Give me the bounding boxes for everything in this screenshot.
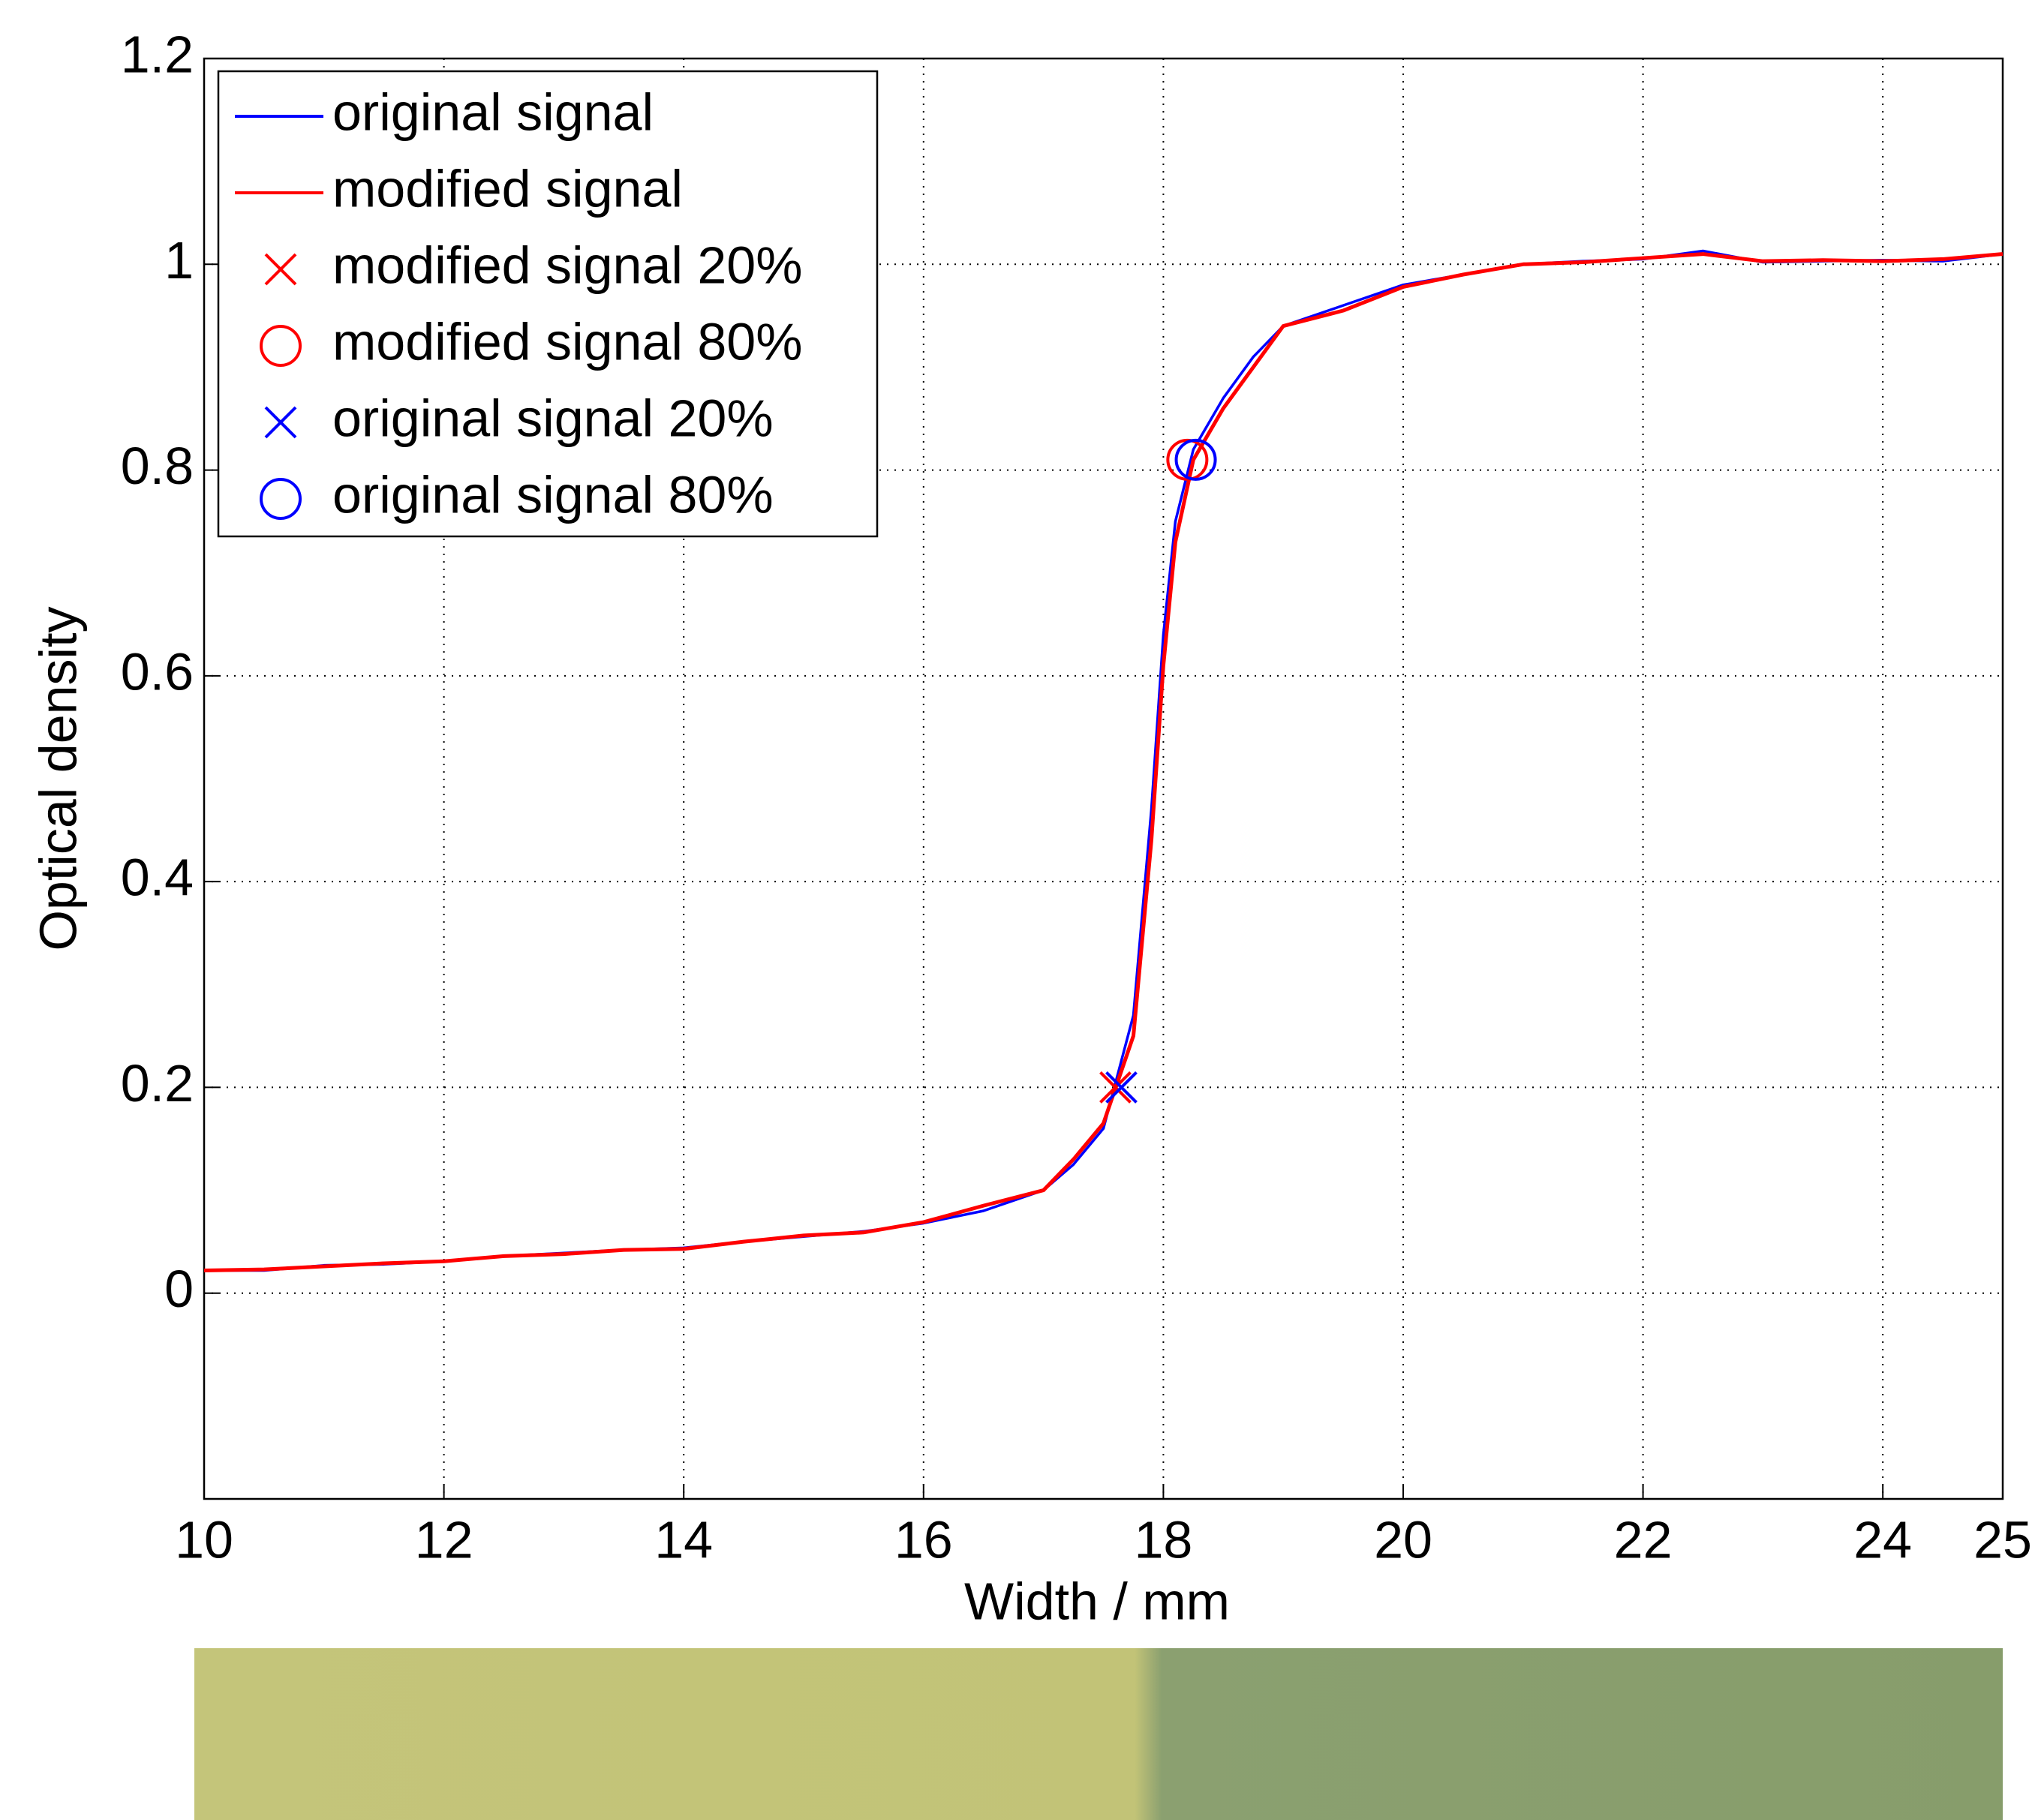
marker-x	[264, 253, 297, 286]
marker-circle	[260, 478, 302, 520]
marker-x	[264, 406, 297, 439]
y-tick-label: 0	[164, 1260, 194, 1318]
x-tick-label: 14	[654, 1510, 713, 1569]
legend-box	[217, 70, 879, 538]
marker-circle	[260, 325, 302, 367]
x-tick-label: 10	[175, 1510, 233, 1569]
x-tick-label: 16	[894, 1510, 953, 1569]
y-tick-label: 0.4	[121, 848, 194, 907]
y-tick-label: 0.6	[121, 642, 194, 701]
marker-circle	[1166, 438, 1209, 481]
legend-label: modified signal 80%	[332, 312, 802, 371]
marker-x	[1099, 1071, 1132, 1104]
sample-strip	[194, 1648, 2003, 1820]
y-tick-label: 0.8	[121, 437, 194, 495]
y-tick-label: 1	[164, 231, 194, 290]
y-tick-label: 1.2	[121, 25, 194, 83]
x-tick-label: 25	[1973, 1510, 2032, 1569]
x-tick-label: 22	[1614, 1510, 1673, 1569]
x-tick-label: 12	[415, 1510, 473, 1569]
y-axis-label: Optical density	[29, 606, 87, 951]
legend-label: original signal	[332, 83, 654, 141]
axes-box	[203, 57, 2004, 1500]
x-axis-label: Width / mm	[964, 1572, 1230, 1630]
legend-label: modified signal 20%	[332, 236, 802, 294]
legend-label: original signal 20%	[332, 389, 774, 447]
marker-x	[1105, 1071, 1138, 1104]
x-tick-label: 20	[1374, 1510, 1432, 1569]
data-line	[203, 252, 2003, 1273]
x-tick-label: 18	[1134, 1510, 1192, 1569]
legend-label: modified signal	[332, 159, 683, 218]
x-tick-label: 24	[1853, 1510, 1912, 1569]
y-tick-label: 0.2	[121, 1054, 194, 1113]
marker-circle	[1174, 438, 1217, 481]
legend-label: original signal 80%	[332, 465, 774, 524]
